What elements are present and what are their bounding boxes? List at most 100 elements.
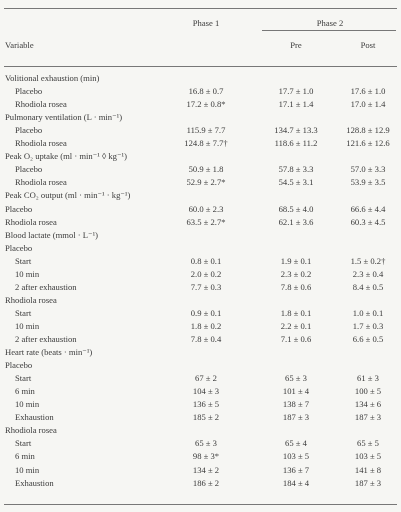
row-label: Placebo <box>15 164 43 175</box>
span-rule <box>262 30 396 31</box>
cell: 60.3 ± 4.5 <box>350 216 386 227</box>
cell: 98 ± 3* <box>192 451 220 462</box>
cell: 7.8 ± 0.6 <box>280 281 312 292</box>
cell: 2.3 ± 0.4 <box>352 268 384 279</box>
cell: 136 ± 5 <box>192 399 220 410</box>
col-header: Pre <box>290 40 302 50</box>
cell: 2.0 ± 0.2 <box>190 268 222 279</box>
col-header: Phase 2 <box>316 18 344 28</box>
cell: 1.0 ± 0.1 <box>352 307 384 318</box>
top-rule <box>4 8 397 9</box>
cell: 65 ± 3 <box>285 373 307 384</box>
cell: 68.5 ± 4.0 <box>278 203 314 214</box>
cell: 186 ± 2 <box>192 477 220 488</box>
bottom-rule <box>4 504 397 505</box>
cell: 60.0 ± 2.3 <box>188 203 224 214</box>
cell: 104 ± 3 <box>192 386 220 397</box>
row-label: Placebo <box>15 86 43 97</box>
row-label: 2 after exhaustion <box>15 281 77 292</box>
cell: 17.6 ± 1.0 <box>350 86 386 97</box>
cell: 134 ± 6 <box>354 399 382 410</box>
row-label: Placebo <box>15 125 43 136</box>
row-label: Volitional exhaustion (min) <box>5 73 100 83</box>
cell: 134 ± 2 <box>192 464 220 475</box>
cell: 7.7 ± 0.3 <box>190 281 222 292</box>
cell: 1.7 ± 0.3 <box>352 320 384 331</box>
cell: 1.9 ± 0.1 <box>280 255 312 266</box>
row-label: Rhodiola rosea <box>15 99 67 110</box>
row-label: Rhodiola rosea <box>5 425 57 436</box>
cell: 8.4 ± 0.5 <box>352 281 384 292</box>
row-label: Exhaustion <box>15 412 54 423</box>
cell: 17.1 ± 1.4 <box>278 99 314 110</box>
cell: 1.5 ± 0.2† <box>350 255 386 266</box>
row-label: 10 min <box>15 320 40 331</box>
cell: 103 ± 5 <box>282 451 310 462</box>
cell: 124.8 ± 7.7† <box>184 138 228 149</box>
cell: 50.9 ± 1.8 <box>188 164 224 175</box>
cell: 185 ± 2 <box>192 412 220 423</box>
cell: 1.8 ± 0.2 <box>190 320 222 331</box>
cell: 67 ± 2 <box>195 373 217 384</box>
cell: 65 ± 3 <box>195 438 217 449</box>
col-header: Phase 1 <box>192 18 220 28</box>
cell: 17.2 ± 0.8* <box>186 99 226 110</box>
row-label: 6 min <box>15 386 35 397</box>
cell: 187 ± 3 <box>282 412 310 423</box>
cell: 103 ± 5 <box>354 451 382 462</box>
cell: 7.1 ± 0.6 <box>280 334 312 344</box>
row-label: Placebo <box>5 360 33 371</box>
cell: 54.5 ± 3.1 <box>278 177 314 188</box>
cell: 57.0 ± 3.3 <box>350 164 386 175</box>
row-label: Start <box>15 307 32 318</box>
row-label: Rhodiola rosea <box>5 294 57 305</box>
cell: 65 ± 4 <box>285 438 307 449</box>
row-label: Blood lactate (mmol · L⁻¹) <box>5 229 99 240</box>
col-header: Variable <box>5 40 34 50</box>
row-label: Rhodiola rosea <box>5 216 57 227</box>
cell: 2.2 ± 0.1 <box>280 320 312 331</box>
cell: 101 ± 4 <box>282 386 310 397</box>
cell: 0.9 ± 0.1 <box>190 307 222 318</box>
cell: 53.9 ± 3.5 <box>350 177 386 188</box>
cell: 184 ± 4 <box>282 477 310 488</box>
row-label: Rhodiola rosea <box>15 177 67 188</box>
col-header: Post <box>360 40 376 50</box>
cell: 66.6 ± 4.4 <box>350 203 386 214</box>
cell: 17.7 ± 1.0 <box>278 86 314 97</box>
row-label: Heart rate (beats · min⁻¹) <box>5 347 93 358</box>
cell: 138 ± 7 <box>282 399 310 410</box>
row-label: 10 min <box>15 399 40 410</box>
row-label: 6 min <box>15 451 35 462</box>
cell: 136 ± 7 <box>282 464 310 475</box>
row-label: Exhaustion <box>15 477 54 488</box>
row-label: Peak CO₂ output (ml · min⁻¹ · kg⁻¹) <box>5 190 131 201</box>
cell: 62.1 ± 3.6 <box>278 216 314 227</box>
cell: 187 ± 3 <box>354 412 382 423</box>
cell: 16.8 ± 0.7 <box>188 86 224 97</box>
cell: 65 ± 5 <box>357 438 379 449</box>
cell: 61 ± 3 <box>357 373 379 384</box>
cell: 1.8 ± 0.1 <box>280 307 312 318</box>
cell: 118.6 ± 11.2 <box>274 138 318 149</box>
row-label: 2 after exhaustion <box>15 334 77 344</box>
row-label: Pulmonary ventilation (L · min⁻¹) <box>5 112 123 123</box>
cell: 141 ± 8 <box>354 464 382 475</box>
cell: 0.8 ± 0.1 <box>190 255 222 266</box>
row-label: Start <box>15 255 32 266</box>
cell: 7.8 ± 0.4 <box>190 334 222 344</box>
cell: 2.3 ± 0.2 <box>280 268 312 279</box>
row-label: Rhodiola rosea <box>15 138 67 149</box>
cell: 52.9 ± 2.7* <box>186 177 226 188</box>
cell: 17.0 ± 1.4 <box>350 99 386 110</box>
row-label: Start <box>15 438 32 449</box>
cell: 57.8 ± 3.3 <box>278 164 314 175</box>
row-label: 10 min <box>15 464 40 475</box>
cell: 128.8 ± 12.9 <box>346 125 390 136</box>
cell: 134.7 ± 13.3 <box>274 125 318 136</box>
cell: 6.6 ± 0.5 <box>352 334 384 344</box>
row-label: Start <box>15 373 32 384</box>
cell: 187 ± 3 <box>354 477 382 488</box>
cell: 63.5 ± 2.7* <box>186 216 226 227</box>
